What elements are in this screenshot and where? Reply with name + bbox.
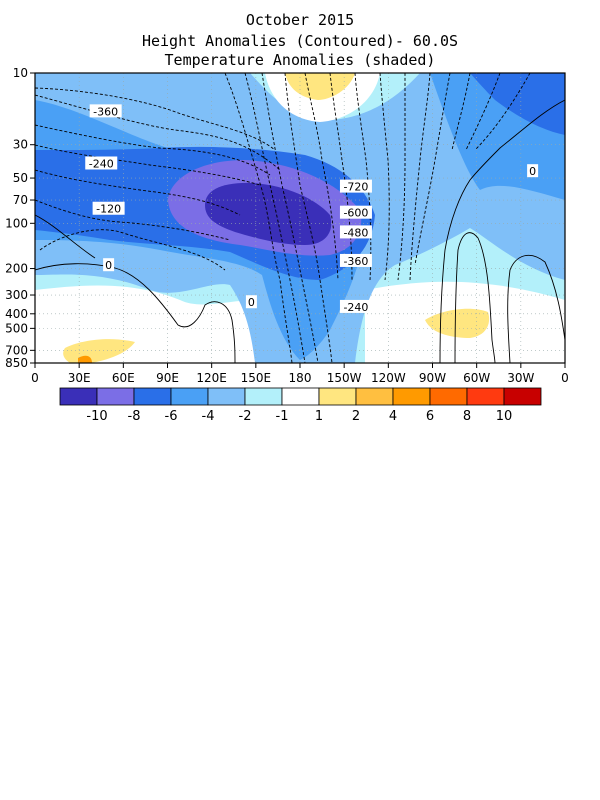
- y-tick-label: 100: [5, 216, 28, 230]
- x-tick-label: 30W: [507, 371, 534, 385]
- contour-label: -360: [339, 253, 372, 268]
- colorbar-swatch: [170, 387, 209, 406]
- x-tick-label: 30E: [68, 371, 91, 385]
- colorbar-label: -1: [276, 409, 289, 424]
- colorbar-swatch: [392, 387, 431, 406]
- contour-label-box: [103, 258, 115, 272]
- y-tick-label: 10: [13, 66, 28, 80]
- colorbar-swatch: [281, 387, 320, 406]
- colorbar-label: 2: [352, 409, 360, 424]
- contour-label-text: -720: [343, 181, 368, 194]
- colorbar-label: 6: [426, 409, 434, 424]
- y-tick-label: 30: [13, 138, 28, 152]
- colorbar-swatch: [503, 387, 542, 406]
- colorbar-label: -4: [202, 409, 215, 424]
- x-tick-label: 90E: [156, 371, 179, 385]
- colorbar-label: -8: [128, 409, 141, 424]
- y-tick-label: 300: [5, 288, 28, 302]
- contour-label: -600: [339, 205, 372, 220]
- x-tick-label: 120E: [196, 371, 227, 385]
- contour-label-box: [339, 253, 372, 267]
- x-tick-label: 150W: [327, 371, 362, 385]
- x-tick-label: 120W: [371, 371, 406, 385]
- colorbar-label: 4: [389, 409, 397, 424]
- colorbar-swatch: [59, 387, 98, 406]
- y-tick-label: 400: [5, 307, 28, 321]
- colorbar-swatch: [207, 387, 246, 406]
- contour-label: -240: [339, 299, 372, 314]
- colorbar-label: 8: [463, 409, 471, 424]
- contour-label-box: [339, 205, 372, 219]
- chart-title: October 2015: [245, 11, 355, 29]
- contour-label-box: [245, 295, 257, 309]
- height-contours: [35, 73, 565, 363]
- colorbar-swatch: [429, 387, 468, 406]
- contour-label-text: -240: [343, 301, 368, 314]
- x-axis: 0 30E 60E 90E 120E 150E 180 150W 120W 90W 60W 30W 0: [31, 363, 569, 385]
- contour-label-box: [527, 164, 539, 178]
- y-tick-label: 500: [5, 321, 28, 335]
- color-bar-legend: -10 -8 -6 -4 -2 -1 1 2 4 6 8 10: [59, 387, 542, 424]
- contour-label-box: [339, 299, 372, 313]
- contour-label-text: 0: [248, 296, 255, 309]
- contour-label-text: 0: [529, 165, 536, 178]
- contour-label: -120: [92, 201, 125, 216]
- contour-label-layer: -360 -240 -120 0 0 -720 -600 -480 -360 -240 0: [85, 104, 539, 314]
- contour-label-text: -120: [96, 203, 121, 216]
- y-tick-label: 700: [5, 343, 28, 357]
- y-tick-label: 70: [13, 193, 28, 207]
- contour-label: -720: [339, 179, 372, 194]
- contour-label-text: -360: [343, 255, 368, 268]
- contour-label: -480: [339, 225, 372, 239]
- contour-label-box: [85, 156, 118, 170]
- contour-label: 0: [103, 258, 115, 272]
- contour-label-text: -240: [89, 157, 114, 170]
- chart-subtitle-temperature: Temperature Anomalies (shaded): [164, 51, 436, 69]
- colorbar-swatch: [133, 387, 172, 406]
- contour-label-box: [92, 201, 125, 215]
- contour-label: -240: [85, 156, 118, 170]
- x-tick-label: 60E: [112, 371, 135, 385]
- contour-label-text: -480: [343, 226, 368, 239]
- x-tick-label: 180: [289, 371, 312, 385]
- y-tick-label: 50: [13, 171, 28, 185]
- contour-label-box: [339, 225, 372, 239]
- chart-subtitle-height: Height Anomalies (Contoured)- 60.0S: [141, 32, 459, 50]
- dotted-gridlines: [35, 73, 565, 363]
- contour-label: 0: [527, 164, 539, 178]
- contour-label-text: 0: [105, 259, 112, 272]
- contour-label-box: [89, 104, 122, 118]
- x-tick-label: 90W: [419, 371, 446, 385]
- x-tick-label: 0: [31, 371, 39, 385]
- contour-label-box: [339, 179, 372, 193]
- x-tick-label: 150E: [241, 371, 272, 385]
- colorbar-swatch: [466, 387, 505, 406]
- colorbar-swatch: [318, 387, 357, 406]
- y-tick-label: 200: [5, 262, 28, 276]
- x-tick-label: 60W: [463, 371, 490, 385]
- colorbar-label: -2: [239, 409, 252, 424]
- colorbar-swatch: [355, 387, 394, 406]
- colorbar-swatch: [244, 387, 283, 406]
- colorbar-label: -10: [86, 409, 107, 424]
- colorbar-label: -6: [165, 409, 178, 424]
- contour-label-text: -600: [343, 207, 368, 220]
- colorbar-swatch: [96, 387, 135, 406]
- colorbar-label: 10: [496, 409, 513, 424]
- contour-label: -360: [89, 104, 122, 118]
- y-tick-label: 850: [5, 356, 28, 370]
- contour-label-text: -360: [93, 105, 118, 118]
- contour-label: 0: [245, 295, 257, 309]
- x-tick-label: 0: [561, 371, 569, 385]
- colorbar-label: 1: [315, 409, 323, 424]
